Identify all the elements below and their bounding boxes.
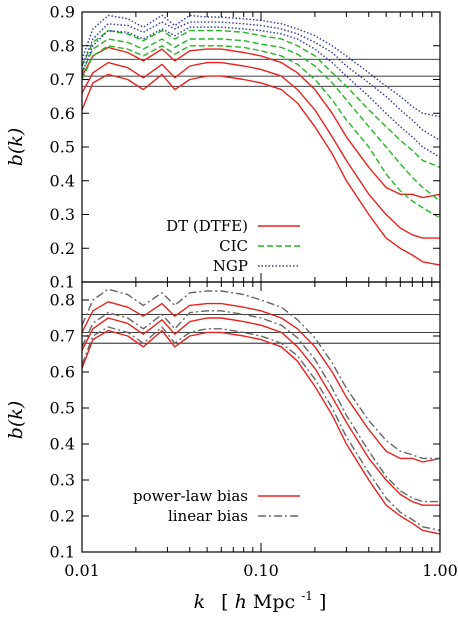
top-series-7 — [82, 21, 440, 141]
top-series-3 — [82, 45, 440, 219]
top-series-2 — [82, 46, 440, 199]
x-axis-label-exp: -1 — [301, 589, 313, 603]
bottom-ytick-label-0: 0.1 — [50, 543, 75, 562]
bottom-series-3 — [82, 326, 440, 532]
x-axis-label-unit: Mpc — [253, 591, 295, 613]
top-series-group — [82, 14, 440, 266]
bottom-legend: power-law bias linear bias — [133, 487, 300, 525]
top-series-0 — [82, 73, 440, 266]
top-ytick-label-4: 0.5 — [50, 138, 75, 157]
top-ytick-label-0: 0.1 — [50, 273, 75, 292]
bottom-panel: 0.1 0.2 0.3 0.4 0.5 0.6 0.7 0.8 0.01 0.10 1.00 po… — [5, 282, 458, 613]
bottom-series-0 — [82, 329, 440, 535]
top-legend-label-1: CIC — [219, 237, 248, 255]
x-tick-labels: 0.01 0.10 1.00 — [64, 561, 458, 580]
top-series-4 — [82, 38, 440, 202]
x-tick-label-0: 0.01 — [64, 561, 100, 580]
bottom-ytick-label-5: 0.6 — [50, 363, 75, 382]
bottom-legend-label-1: linear bias — [168, 507, 248, 525]
top-ylabel-text: b(k) — [5, 128, 27, 167]
top-ylabel: b(k) — [5, 128, 27, 167]
top-legend-label-0: DT (DTFE) — [166, 217, 248, 235]
top-ytick-label-2: 0.3 — [50, 205, 75, 224]
x-axis-label-k: k — [194, 591, 206, 613]
bottom-ytick-label-4: 0.5 — [50, 399, 75, 418]
top-series-5 — [82, 29, 440, 168]
bottom-series-group — [82, 288, 440, 535]
top-series-1 — [82, 61, 440, 239]
top-ytick-label-3: 0.4 — [50, 171, 75, 190]
bottom-ytick-label-6: 0.7 — [50, 327, 75, 346]
bottom-legend-label-0: power-law bias — [133, 487, 248, 505]
top-ytick-label-7: 0.8 — [50, 36, 75, 55]
x-axis-label-close: ] — [319, 591, 326, 613]
top-panel: 0.1 0.2 0.3 0.4 0.5 0.6 0.7 0.8 0.9 DT (DTFE) CIC… — [5, 3, 441, 292]
x-axis-label-h: h — [235, 591, 247, 613]
x-tick-label-1: 0.10 — [243, 561, 279, 580]
top-ytick-label-5: 0.6 — [50, 104, 75, 123]
x-tick-label-2: 1.00 — [422, 561, 458, 580]
bottom-ytick-label-3: 0.4 — [50, 435, 75, 454]
bottom-ytick-label-7: 0.8 — [50, 291, 75, 310]
top-ytick-label-1: 0.2 — [50, 239, 75, 258]
bottom-plot-frame — [81, 281, 441, 553]
bottom-series-5 — [82, 288, 440, 460]
bottom-ticks — [81, 282, 441, 553]
top-series-6 — [82, 26, 440, 158]
x-axis-label-open: [ — [221, 591, 228, 613]
bottom-ylabel-text: b(k) — [5, 401, 27, 440]
bottom-tick-labels: 0.1 0.2 0.3 0.4 0.5 0.6 0.7 0.8 — [50, 291, 75, 562]
top-ytick-label-8: 0.9 — [50, 3, 75, 22]
top-legend-label-2: NGP — [213, 257, 248, 275]
top-legend: DT (DTFE) CIC NGP — [166, 217, 300, 275]
bottom-series-4 — [82, 310, 440, 503]
top-tick-labels: 0.1 0.2 0.3 0.4 0.5 0.6 0.7 0.8 0.9 — [50, 3, 75, 292]
bottom-ylabel: b(k) — [5, 401, 27, 440]
bottom-ytick-label-2: 0.3 — [50, 471, 75, 490]
bottom-series-2 — [82, 301, 440, 463]
x-axis-label: k [ h Mpc -1 ] — [194, 583, 327, 613]
bottom-ytick-label-1: 0.2 — [50, 507, 75, 526]
bottom-series-1 — [82, 317, 440, 506]
top-ytick-label-6: 0.7 — [50, 70, 75, 89]
